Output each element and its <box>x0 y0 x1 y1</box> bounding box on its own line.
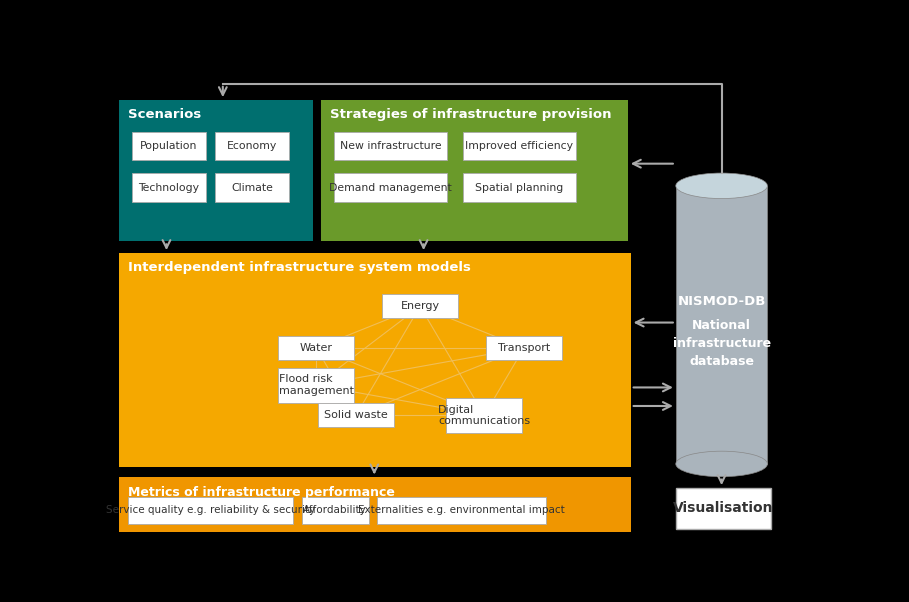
Text: Energy: Energy <box>401 302 440 311</box>
Text: Flood risk
management: Flood risk management <box>279 374 354 396</box>
Text: Service quality e.g. reliability & security: Service quality e.g. reliability & secur… <box>105 505 315 515</box>
FancyBboxPatch shape <box>278 368 355 403</box>
Text: Climate: Climate <box>231 182 273 193</box>
Text: Water: Water <box>300 343 333 353</box>
FancyBboxPatch shape <box>463 132 575 160</box>
FancyBboxPatch shape <box>215 132 289 160</box>
Text: Population: Population <box>140 141 197 151</box>
FancyBboxPatch shape <box>302 497 369 524</box>
FancyBboxPatch shape <box>382 294 458 318</box>
Text: Scenarios: Scenarios <box>127 108 201 122</box>
Text: Transport: Transport <box>498 343 550 353</box>
Text: Spatial planning: Spatial planning <box>475 182 564 193</box>
Text: Affordability: Affordability <box>304 505 367 515</box>
Text: Technology: Technology <box>138 182 199 193</box>
Text: Interdependent infrastructure system models: Interdependent infrastructure system mod… <box>127 261 471 275</box>
Text: Improved efficiency: Improved efficiency <box>465 141 574 151</box>
Bar <box>119 477 631 532</box>
Ellipse shape <box>675 173 767 199</box>
Text: Digital
communications: Digital communications <box>438 405 530 426</box>
Text: National
infrastructure
database: National infrastructure database <box>673 319 771 368</box>
Text: NISMOD-DB: NISMOD-DB <box>677 295 765 308</box>
Text: Solid waste: Solid waste <box>324 411 388 420</box>
FancyBboxPatch shape <box>318 403 394 427</box>
Text: Metrics of infrastructure performance: Metrics of infrastructure performance <box>127 486 395 498</box>
FancyBboxPatch shape <box>486 336 562 360</box>
FancyBboxPatch shape <box>335 173 447 202</box>
Bar <box>675 488 771 529</box>
FancyBboxPatch shape <box>215 173 289 202</box>
Text: Economy: Economy <box>227 141 277 151</box>
FancyBboxPatch shape <box>463 173 575 202</box>
Text: Visualisation: Visualisation <box>673 501 774 515</box>
FancyBboxPatch shape <box>446 398 523 433</box>
Bar <box>119 253 631 467</box>
FancyBboxPatch shape <box>335 132 447 160</box>
Text: New infrastructure: New infrastructure <box>340 141 441 151</box>
FancyBboxPatch shape <box>132 132 206 160</box>
Bar <box>675 186 767 464</box>
Text: Demand management: Demand management <box>329 182 452 193</box>
FancyBboxPatch shape <box>377 497 546 524</box>
Bar <box>322 100 628 241</box>
FancyBboxPatch shape <box>127 497 294 524</box>
Text: Strategies of infrastructure provision: Strategies of infrastructure provision <box>330 108 612 122</box>
FancyBboxPatch shape <box>278 336 355 360</box>
Text: Externalities e.g. environmental impact: Externalities e.g. environmental impact <box>358 505 565 515</box>
FancyBboxPatch shape <box>132 173 206 202</box>
Ellipse shape <box>675 451 767 477</box>
Bar <box>119 100 313 241</box>
